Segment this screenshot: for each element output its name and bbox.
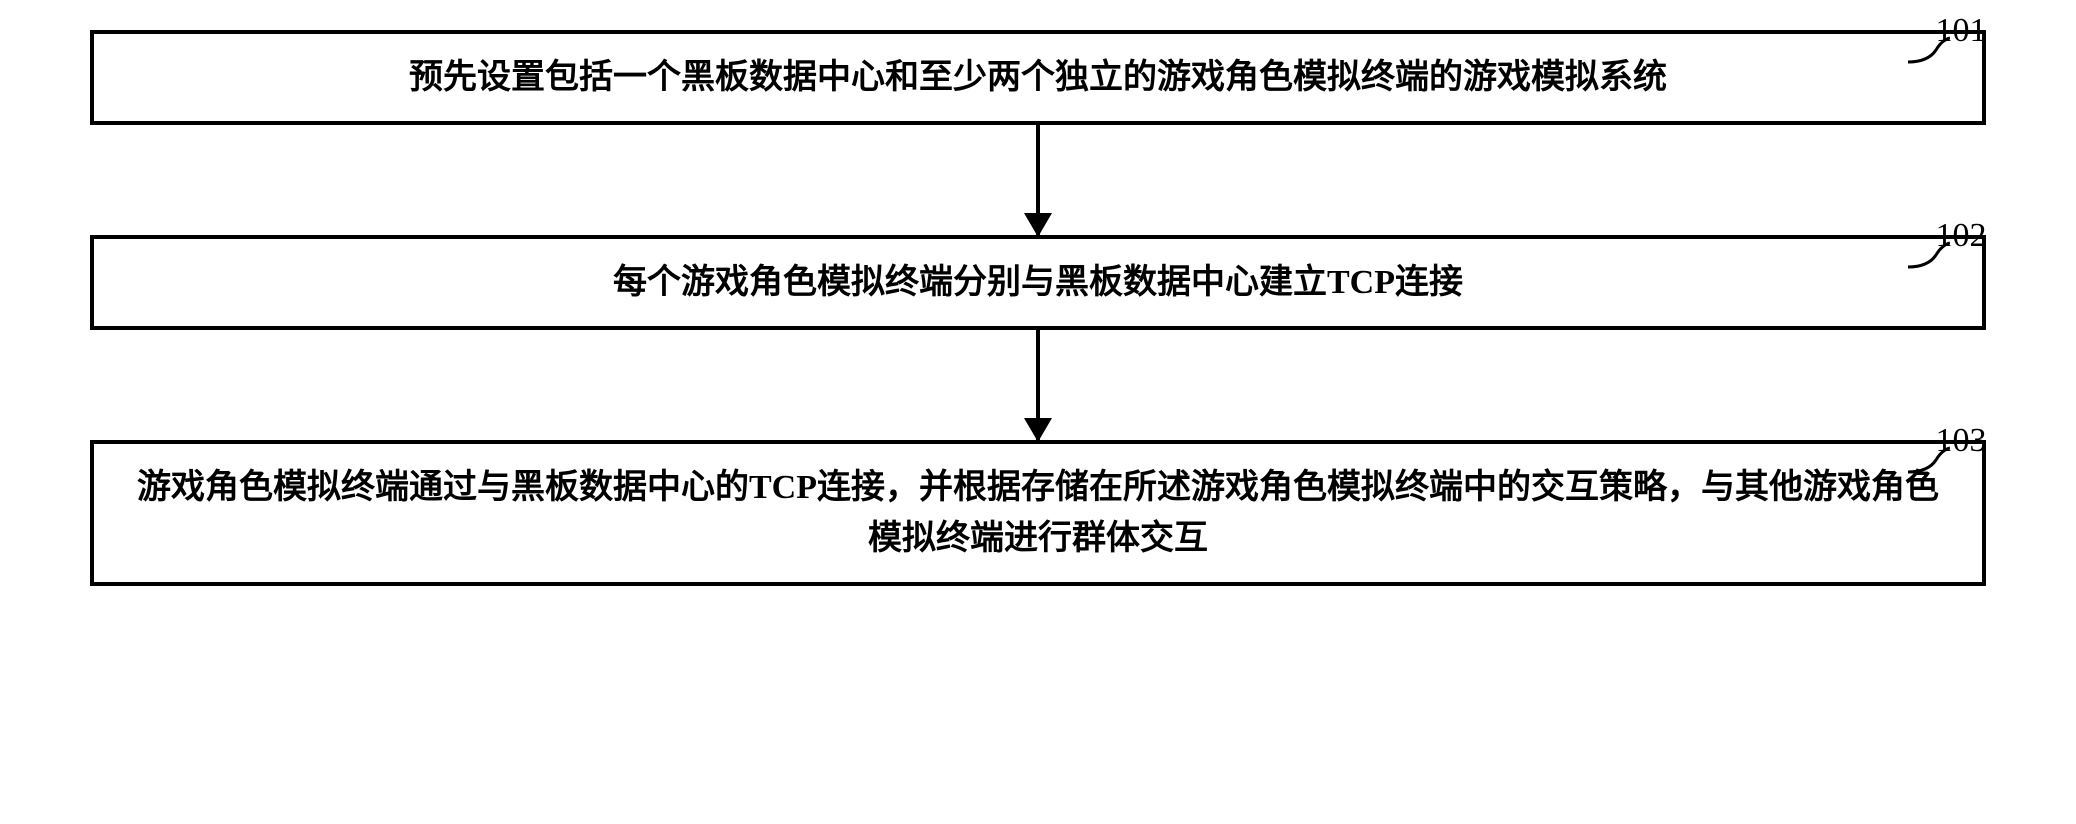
node-label: 101 — [1935, 12, 1986, 50]
node-label: 102 — [1935, 217, 1986, 255]
node-text: 每个游戏角色模拟终端分别与黑板数据中心建立TCP连接 — [124, 257, 1953, 308]
flowchart-arrow — [1036, 330, 1040, 440]
flowchart-node-102: 每个游戏角色模拟终端分别与黑板数据中心建立TCP连接 — [90, 235, 1987, 330]
flowchart-arrow — [1036, 125, 1040, 235]
node-text: 游戏角色模拟终端通过与黑板数据中心的TCP连接，并根据存储在所述游戏角色模拟终端… — [124, 462, 1953, 564]
flowchart-node-wrapper: 102 每个游戏角色模拟终端分别与黑板数据中心建立TCP连接 — [50, 235, 2026, 330]
flowchart-node-103: 游戏角色模拟终端通过与黑板数据中心的TCP连接，并根据存储在所述游戏角色模拟终端… — [90, 440, 1987, 586]
node-label: 103 — [1935, 422, 1986, 460]
flowchart-node-wrapper: 103 游戏角色模拟终端通过与黑板数据中心的TCP连接，并根据存储在所述游戏角色… — [50, 440, 2026, 586]
flowchart-node-101: 预先设置包括一个黑板数据中心和至少两个独立的游戏角色模拟终端的游戏模拟系统 — [90, 30, 1987, 125]
flowchart-node-wrapper: 101 预先设置包括一个黑板数据中心和至少两个独立的游戏角色模拟终端的游戏模拟系… — [50, 30, 2026, 125]
arrow-wrapper — [50, 125, 2026, 235]
node-text: 预先设置包括一个黑板数据中心和至少两个独立的游戏角色模拟终端的游戏模拟系统 — [124, 52, 1953, 103]
flowchart-container: 101 预先设置包括一个黑板数据中心和至少两个独立的游戏角色模拟终端的游戏模拟系… — [50, 30, 2026, 586]
arrow-wrapper — [50, 330, 2026, 440]
